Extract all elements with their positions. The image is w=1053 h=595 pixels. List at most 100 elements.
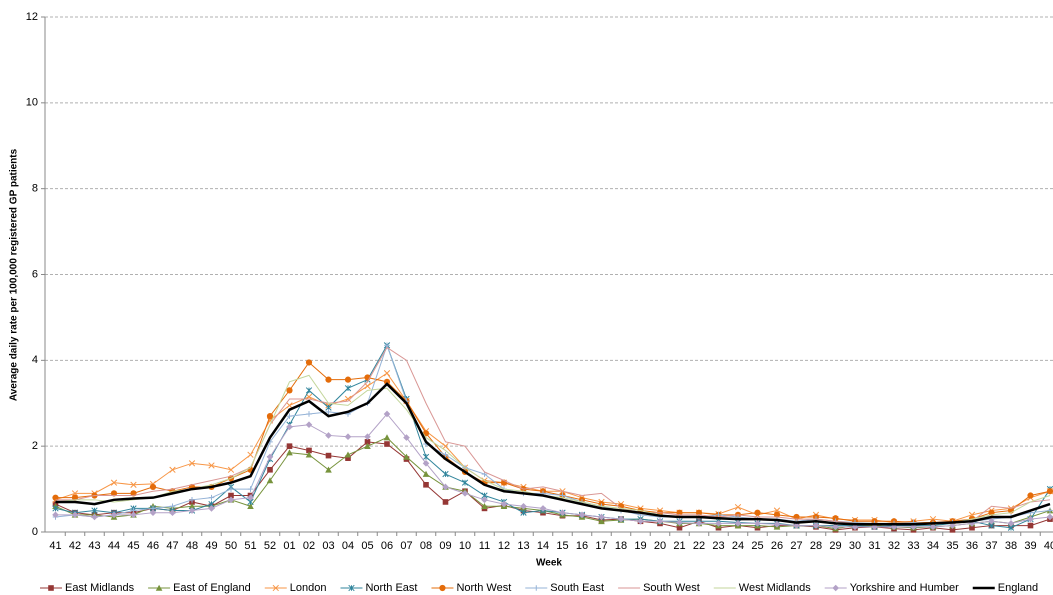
marker <box>832 515 839 522</box>
x-tick-label: 28 <box>810 540 822 552</box>
x-tick-label: 16 <box>576 540 588 552</box>
marker <box>286 443 293 449</box>
x-tick-label: 21 <box>673 540 685 552</box>
marker <box>949 522 956 529</box>
marker <box>110 511 118 519</box>
marker <box>559 509 566 516</box>
marker <box>968 520 976 527</box>
legend-label: North East <box>365 582 417 594</box>
marker <box>247 451 254 458</box>
x-tick-label: 22 <box>693 540 705 552</box>
x-tick-label: 05 <box>361 540 373 552</box>
marker <box>188 502 196 510</box>
marker <box>189 497 195 503</box>
marker <box>442 499 449 505</box>
marker <box>325 376 332 383</box>
marker <box>969 524 975 531</box>
x-tick-label: 47 <box>166 540 178 552</box>
marker <box>403 453 410 460</box>
x-tick-label: 12 <box>498 540 510 552</box>
marker <box>949 527 956 533</box>
marker <box>1027 492 1034 499</box>
marker <box>227 496 235 504</box>
x-tick-label: 39 <box>1024 540 1036 552</box>
marker <box>344 433 352 441</box>
marker <box>208 462 215 469</box>
marker <box>325 452 332 459</box>
series-line <box>55 374 1051 524</box>
marker <box>364 433 371 441</box>
x-tick-label: 29 <box>829 540 841 552</box>
y-tick-label: 6 <box>32 268 38 280</box>
marker <box>364 442 371 449</box>
marker <box>130 481 137 488</box>
marker <box>286 413 293 419</box>
marker <box>383 378 391 385</box>
marker <box>988 517 995 525</box>
marker <box>656 517 664 525</box>
marker <box>734 503 742 511</box>
x-tick-label: 37 <box>985 540 997 552</box>
marker <box>423 481 429 488</box>
x-tick-label: 14 <box>537 540 549 552</box>
marker <box>247 494 254 501</box>
marker <box>149 509 157 516</box>
y-tick-label: 0 <box>32 526 38 538</box>
marker <box>1047 507 1053 514</box>
marker <box>422 460 430 467</box>
marker <box>461 490 469 497</box>
marker <box>364 439 371 445</box>
marker <box>188 507 196 514</box>
marker <box>208 505 215 512</box>
x-tick-label: 44 <box>108 540 120 552</box>
marker <box>305 387 313 394</box>
marker <box>305 359 313 366</box>
legend-label: South West <box>643 582 700 594</box>
marker <box>267 466 273 473</box>
series-line <box>55 441 1051 531</box>
marker <box>520 502 527 510</box>
x-tick-label: 20 <box>654 540 666 552</box>
marker <box>110 479 118 486</box>
marker <box>442 443 449 450</box>
marker <box>266 453 274 461</box>
x-tick-label: 40 <box>1044 540 1053 552</box>
x-tick-label: 15 <box>556 540 568 552</box>
marker <box>344 451 352 458</box>
x-tick-label: 38 <box>1005 540 1017 552</box>
marker <box>929 523 937 531</box>
marker <box>345 455 351 461</box>
x-tick-label: 30 <box>849 540 861 552</box>
x-tick-label: 17 <box>595 540 607 552</box>
x-tick-label: 41 <box>49 540 61 552</box>
legend-marker <box>533 585 540 591</box>
marker <box>539 505 547 512</box>
marker <box>598 517 605 525</box>
marker <box>71 511 79 519</box>
marker <box>481 502 488 510</box>
legend-label: North West <box>456 582 511 594</box>
y-tick-label: 4 <box>32 354 38 366</box>
marker <box>773 520 781 528</box>
marker <box>403 434 410 441</box>
marker <box>169 503 176 510</box>
legend-label: West Midlands <box>739 582 811 594</box>
x-tick-label: 45 <box>127 540 139 552</box>
y-axis-title: Average daily rate per 100,000 registere… <box>9 148 20 401</box>
x-tick-label: 31 <box>868 540 880 552</box>
x-tick-label: 33 <box>907 540 919 552</box>
marker <box>461 479 469 486</box>
x-tick-label: 19 <box>634 540 646 552</box>
x-tick-label: 23 <box>712 540 724 552</box>
marker <box>286 402 293 409</box>
plot <box>52 342 1053 533</box>
marker <box>305 421 313 429</box>
x-tick-label: 13 <box>517 540 529 552</box>
x-tick-label: 42 <box>69 540 81 552</box>
y-tick-label: 12 <box>26 11 38 23</box>
series-line <box>55 344 1051 529</box>
marker <box>52 494 59 501</box>
x-tick-label: 02 <box>303 540 315 552</box>
marker <box>130 511 137 519</box>
x-tick-label: 35 <box>946 540 958 552</box>
